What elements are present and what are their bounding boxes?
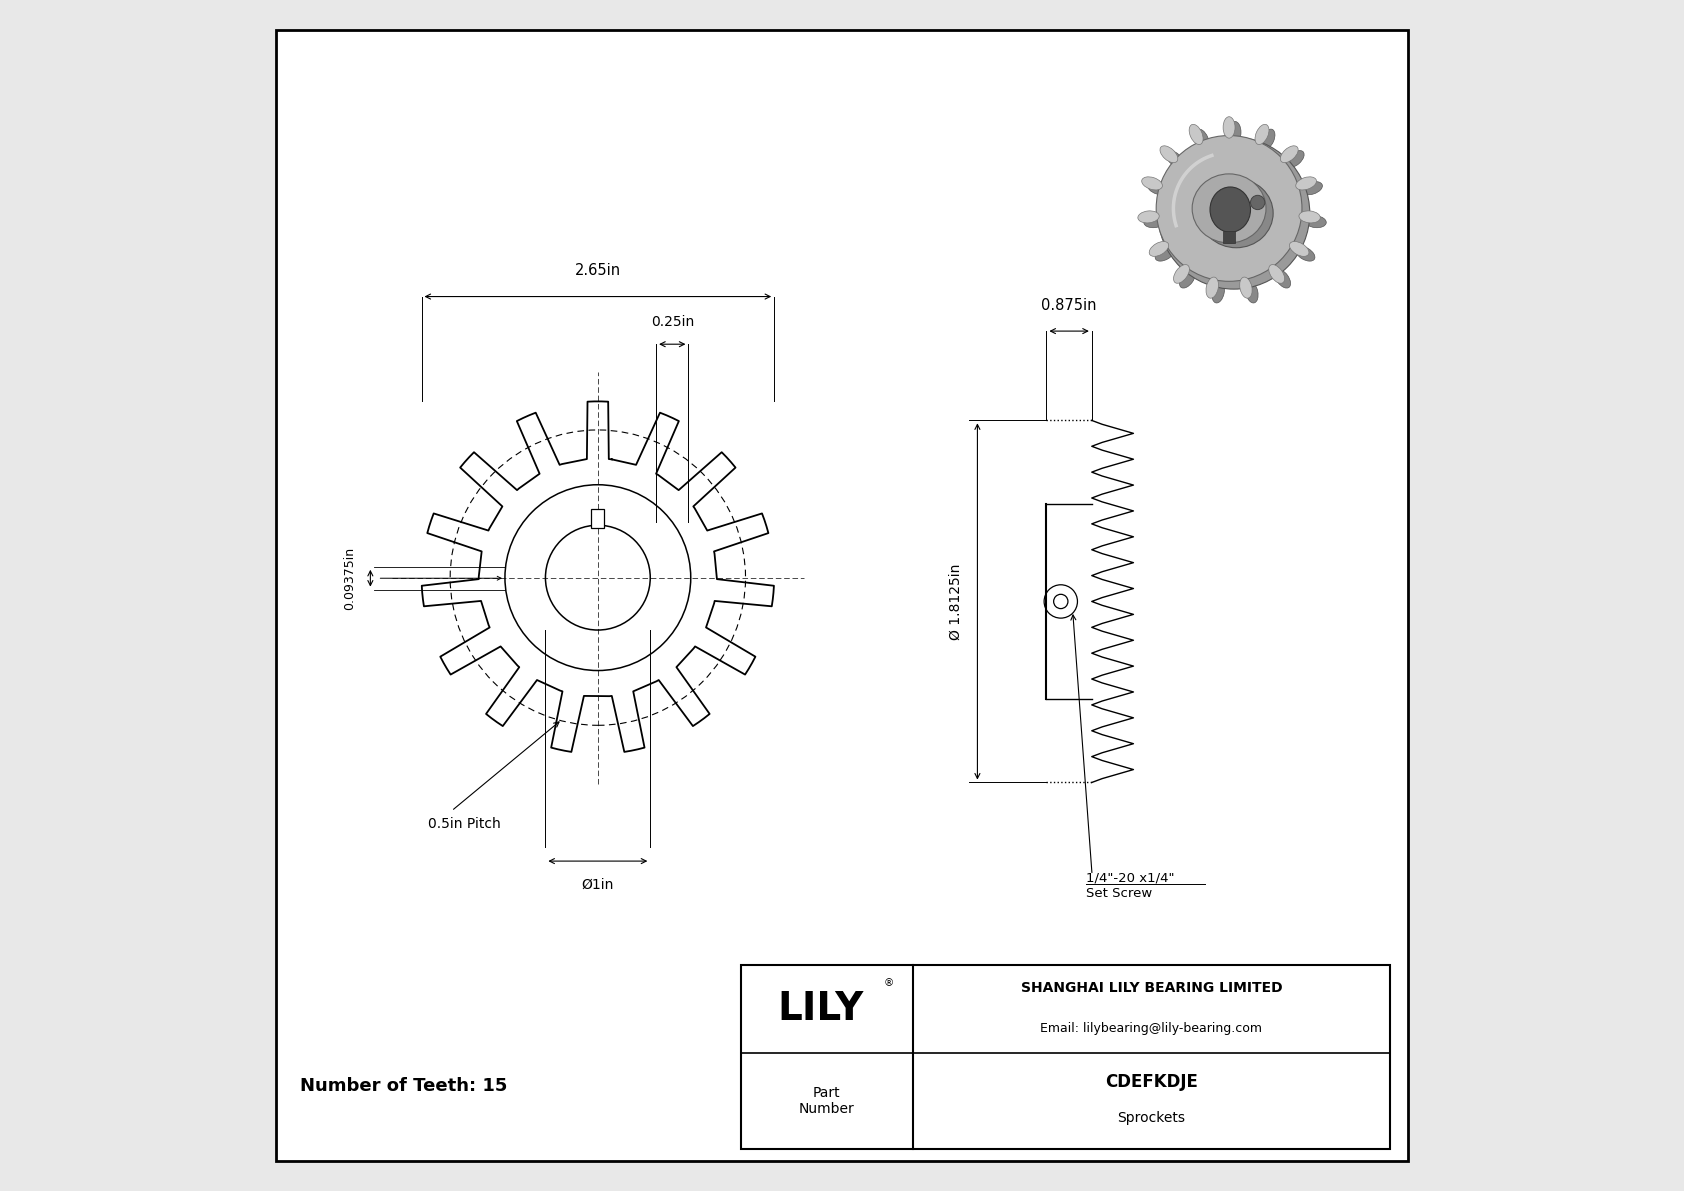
Circle shape — [1159, 137, 1310, 289]
Ellipse shape — [1290, 242, 1308, 256]
Ellipse shape — [1155, 247, 1175, 261]
Ellipse shape — [1189, 124, 1202, 144]
Ellipse shape — [1295, 176, 1317, 189]
Circle shape — [1251, 195, 1265, 210]
Ellipse shape — [1206, 278, 1219, 298]
Ellipse shape — [1138, 211, 1159, 223]
Ellipse shape — [1192, 174, 1266, 243]
Ellipse shape — [1211, 187, 1251, 232]
Bar — [1223, 231, 1234, 243]
Text: 2.65in: 2.65in — [574, 262, 621, 278]
Ellipse shape — [1142, 176, 1162, 189]
Text: ®: ® — [884, 978, 894, 987]
Text: Part
Number: Part Number — [798, 1086, 855, 1116]
Text: 0.5in Pitch: 0.5in Pitch — [428, 817, 500, 831]
Ellipse shape — [1261, 129, 1275, 149]
Text: CDEFKDJE: CDEFKDJE — [1105, 1073, 1197, 1091]
Text: Ø1in: Ø1in — [581, 878, 615, 892]
Text: 1/4"-20 x1/4"
Set Screw: 1/4"-20 x1/4" Set Screw — [1086, 872, 1175, 900]
Ellipse shape — [1298, 211, 1320, 223]
Ellipse shape — [1223, 117, 1234, 138]
Ellipse shape — [1280, 145, 1298, 163]
Ellipse shape — [1174, 264, 1189, 283]
Ellipse shape — [1246, 282, 1258, 303]
Text: Email: lilybearing@lily-bearing.com: Email: lilybearing@lily-bearing.com — [1041, 1022, 1263, 1035]
Bar — [591, 509, 605, 528]
Ellipse shape — [1295, 247, 1315, 261]
Ellipse shape — [1302, 181, 1322, 194]
Ellipse shape — [1148, 181, 1169, 194]
Ellipse shape — [1268, 264, 1285, 283]
Text: Ø 1.8125in: Ø 1.8125in — [950, 563, 963, 640]
Ellipse shape — [1287, 150, 1303, 168]
Ellipse shape — [1305, 216, 1327, 227]
Ellipse shape — [1179, 269, 1196, 288]
Circle shape — [1157, 136, 1302, 281]
Text: SHANGHAI LILY BEARING LIMITED: SHANGHAI LILY BEARING LIMITED — [1021, 980, 1282, 994]
Ellipse shape — [1148, 242, 1169, 256]
Text: 0.25in: 0.25in — [650, 314, 694, 329]
Ellipse shape — [1160, 145, 1177, 163]
Ellipse shape — [1196, 129, 1209, 149]
Text: 0.875in: 0.875in — [1041, 298, 1096, 313]
Ellipse shape — [1165, 150, 1184, 168]
Ellipse shape — [1143, 216, 1165, 227]
Ellipse shape — [1255, 124, 1270, 144]
Ellipse shape — [1229, 121, 1241, 143]
Ellipse shape — [1212, 282, 1224, 303]
Ellipse shape — [1239, 278, 1253, 298]
Text: 0.09375in: 0.09375in — [344, 547, 355, 610]
Text: LILY: LILY — [778, 990, 864, 1028]
Ellipse shape — [1199, 179, 1273, 248]
Text: Sprockets: Sprockets — [1116, 1111, 1186, 1125]
Ellipse shape — [1275, 269, 1290, 288]
Bar — [741, 965, 1389, 1149]
Text: Number of Teeth: 15: Number of Teeth: 15 — [300, 1077, 507, 1096]
